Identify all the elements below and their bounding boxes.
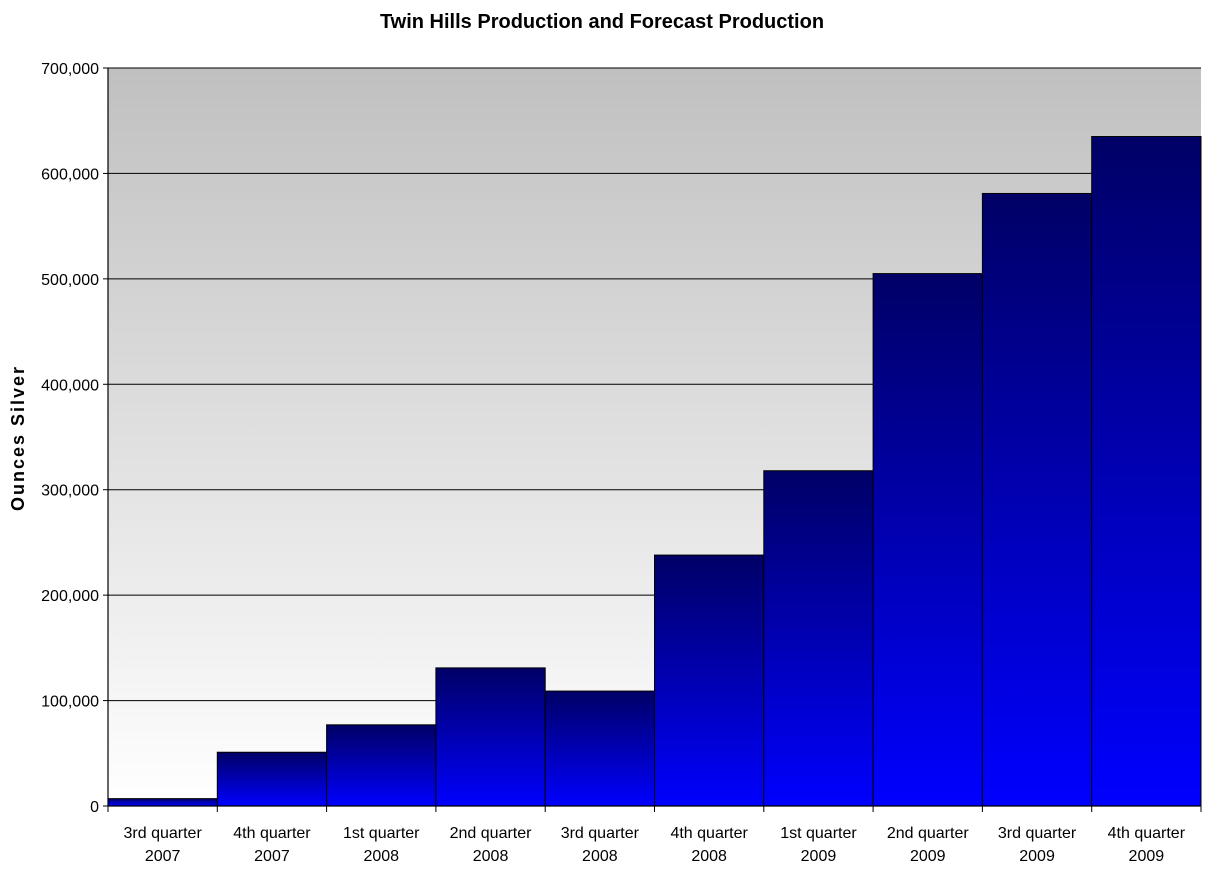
x-axis-ticks: 3rd quarter 2007 4th quarter 2007 1st quarte… [107,806,1202,865]
bar [981,192,1093,807]
chart-title: Twin Hills Production and Forecast Produ… [380,11,824,33]
y-tick-label: 600,000 [41,166,99,183]
x-tick-label: 3rd quarter 2007 [124,825,203,865]
bar [1091,136,1202,807]
y-axis-ticks: 0 100,000 200,000 300,000 400,000 500,000 600,… [41,61,108,816]
x-tick-label: 2nd quarter 2008 [450,825,533,865]
y-tick-label: 300,000 [41,483,99,500]
y-tick-label: 0 [90,799,99,816]
x-tick-label: 3rd quarter 2009 [998,825,1077,865]
bar [654,554,765,807]
y-tick-label: 400,000 [41,377,99,394]
x-tick-label: 2nd quarter 2009 [887,825,970,865]
x-tick-label: 3rd quarter 2008 [561,825,640,865]
y-tick-label: 200,000 [41,588,99,605]
y-tick-label: 700,000 [41,61,99,78]
bar [435,667,546,807]
x-tick-label: 4th quarter 2008 [670,825,748,865]
y-axis-label: Ounces Silver [8,365,28,511]
x-tick-label: 4th quarter 2009 [1108,825,1186,865]
bar [544,690,656,807]
bars [107,136,1202,807]
bar [872,273,983,807]
x-tick-label: 1st quarter 2008 [343,825,420,865]
bar [326,724,437,807]
x-tick-label: 1st quarter 2009 [780,825,857,865]
y-tick-label: 100,000 [41,694,99,711]
bar [763,470,874,807]
y-tick-label: 500,000 [41,272,99,289]
bar [216,751,328,807]
bar [107,798,218,807]
x-tick-label: 4th quarter 2007 [233,825,311,865]
